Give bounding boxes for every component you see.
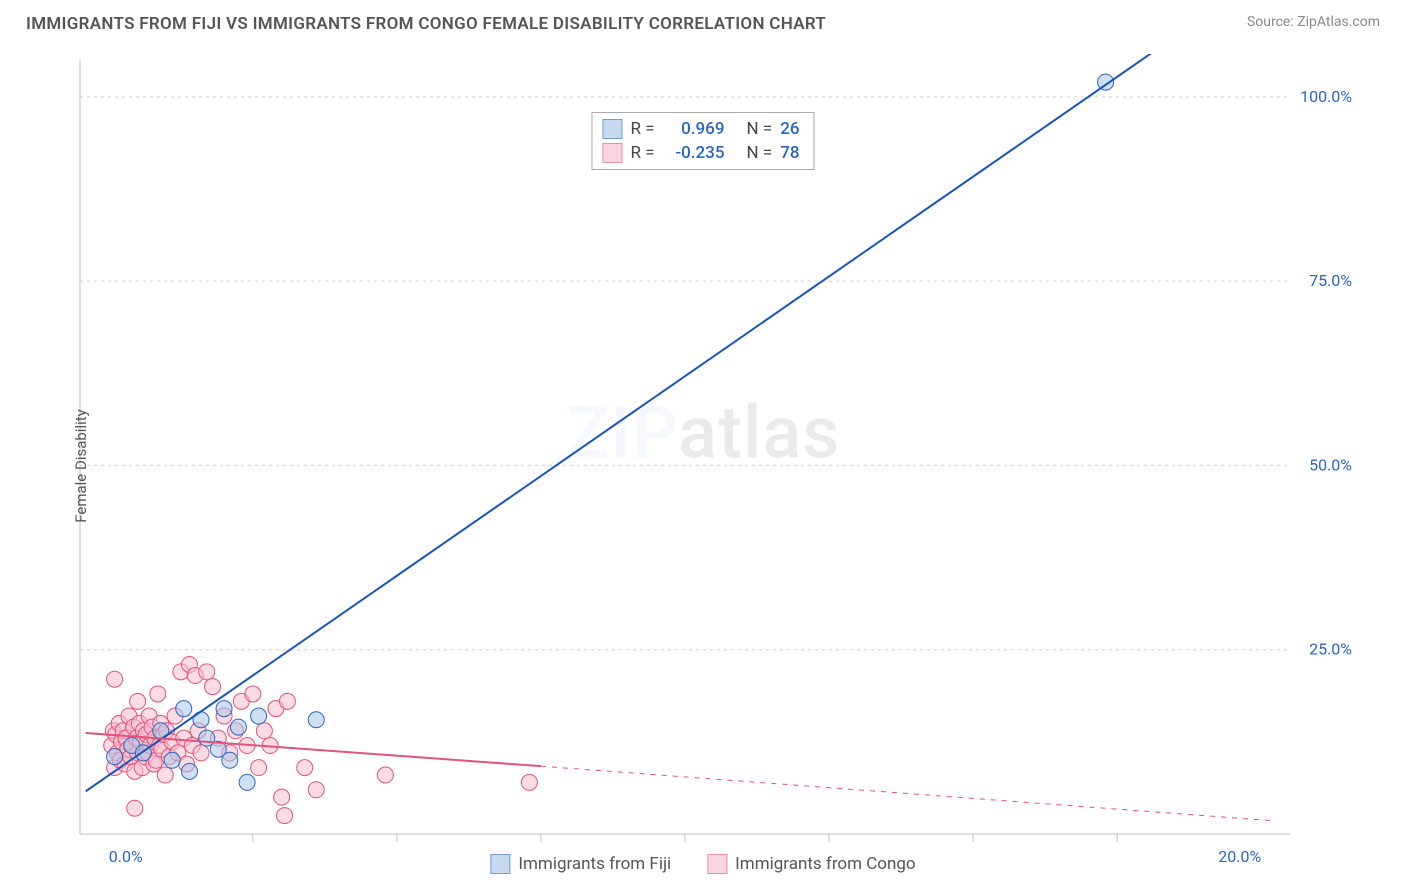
data-point [181,763,197,779]
r-value: -0.235 [663,141,725,165]
data-point [277,808,293,824]
data-point [176,701,192,717]
data-point [164,752,180,768]
data-point [297,760,313,776]
data-point [230,719,246,735]
data-point [199,664,215,680]
data-point [521,774,537,790]
data-point [193,745,209,761]
legend-item: Immigrants from Congo [707,854,915,874]
chart-area: Female Disability ZIPatlas 25.0%50.0%75.… [26,54,1380,878]
x-tick-label: 20.0% [1218,847,1261,866]
swatch-icon [602,143,622,163]
data-point [251,760,267,776]
data-point [222,752,238,768]
legend-series: Immigrants from Fiji Immigrants from Cong… [490,854,915,874]
y-tick-label: 25.0% [1309,640,1352,659]
scatter-plot: 25.0% 50.0% 75.0% 100.0% 0.0% 20.0% [26,54,1380,878]
n-value: 26 [780,117,799,141]
r-value: 0.969 [663,117,725,141]
r-label: R = [630,141,654,165]
data-point [308,712,324,728]
data-point [256,723,272,739]
data-point [157,767,173,783]
data-point [205,679,221,695]
legend-label: Immigrants from Fiji [518,854,671,874]
data-point [239,774,255,790]
legend-label: Immigrants from Congo [735,854,915,874]
data-point [274,789,290,805]
legend-row: R = 0.969 N = 26 [602,117,799,141]
legend-item: Immigrants from Fiji [490,854,671,874]
legend-correlation-box: R = 0.969 N = 26 R = -0.235 N = 78 [591,112,814,170]
data-point [377,767,393,783]
data-point [130,693,146,709]
y-tick-label: 75.0% [1309,271,1352,290]
trend-line-congo-extrapolated [541,766,1273,821]
n-label: N = [747,141,773,165]
y-tick-label: 100.0% [1300,87,1352,106]
data-point [279,693,295,709]
data-point [308,782,324,798]
r-label: R = [630,117,654,141]
chart-title: IMMIGRANTS FROM FIJI VS IMMIGRANTS FROM … [26,14,826,34]
legend-row: R = -0.235 N = 78 [602,141,799,165]
x-tick-label: 0.0% [109,847,143,866]
n-label: N = [747,117,773,141]
source-label: Source: ZipAtlas.com [1247,14,1380,30]
y-axis-label: Female Disability [72,409,90,523]
swatch-icon [707,854,727,874]
data-point [107,671,123,687]
y-tick-label: 50.0% [1309,455,1352,474]
swatch-icon [490,854,510,874]
data-point [245,686,261,702]
data-point [251,708,267,724]
data-point [127,800,143,816]
data-point [107,749,123,765]
data-point [150,686,166,702]
data-point [216,701,232,717]
n-value: 78 [780,141,799,165]
swatch-icon [602,119,622,139]
